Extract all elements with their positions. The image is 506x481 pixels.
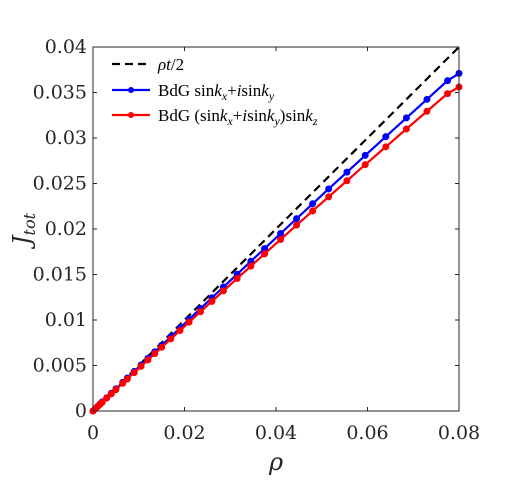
series-2-point [423, 107, 431, 115]
ticks-layer: 0 0.02 0.04 0.06 0.08 0 0.005 0.01 0.015 0.02 0.02… [33, 36, 481, 444]
legend-label-1: BdG sinkx+isinky [158, 81, 275, 103]
legend-label-part: z [312, 114, 318, 128]
series-2-point [98, 398, 106, 406]
series-1-point [361, 151, 369, 159]
y-tick-label: 0.015 [33, 264, 87, 286]
x-tick-label: 0.04 [255, 422, 297, 444]
legend-label-part: x [221, 89, 228, 103]
series-2-point [247, 262, 255, 270]
legend-label-part: x [226, 114, 233, 128]
series-1-point [444, 77, 452, 85]
series-2-point [208, 297, 216, 305]
series-1-point [309, 200, 317, 208]
legend-label-part: k [267, 106, 275, 125]
x-axis-label: ρ [268, 448, 283, 476]
legend-label-part: BdG sin [158, 81, 215, 100]
legend-label-part: )sin [280, 106, 306, 125]
series-1-point [382, 133, 390, 141]
series-2-point [402, 125, 410, 133]
y-tick-label: 0.01 [45, 309, 87, 331]
legend-label-part: y [273, 114, 280, 128]
series-2-point [293, 221, 301, 229]
series-2-point [107, 390, 115, 398]
series-2-point [103, 394, 111, 402]
series-2-point [261, 250, 269, 258]
series-2-point [112, 386, 120, 394]
legend-label-part: sin [247, 106, 267, 125]
legend-label-part: BdG (sin [158, 106, 220, 125]
legend-label-part: k [214, 81, 222, 100]
legend-label-0: ρt/2 [157, 55, 184, 74]
series-2-point [119, 379, 127, 387]
series-2-point [151, 350, 159, 358]
series-2-point [176, 327, 184, 335]
series-2-point [167, 335, 175, 343]
y-tick-label: 0.025 [33, 173, 87, 195]
series-2-point [158, 343, 166, 351]
series-2-point [144, 356, 152, 364]
legend-label-part: i [242, 106, 247, 125]
y-tick-label: 0.005 [33, 355, 87, 377]
series-1-point [343, 168, 351, 176]
series-1-point [293, 215, 301, 223]
y-tick-label: 0.02 [45, 218, 87, 240]
series-2-point [361, 161, 369, 169]
legend-label-part: t [166, 55, 172, 74]
series-2-point [197, 308, 205, 316]
series-1-point [402, 114, 410, 122]
legend-marker-2 [128, 112, 134, 118]
x-tick-label: 0.08 [438, 422, 480, 444]
y-tick-label: 0.03 [45, 127, 87, 149]
y-tick-label: 0 [75, 400, 87, 422]
series-2-point [277, 235, 285, 243]
series-1-point [325, 185, 333, 193]
series-2-point [185, 318, 193, 326]
x-tick-label: 0 [87, 422, 99, 444]
series-2-point [137, 362, 145, 370]
x-tick-label: 0.06 [346, 422, 388, 444]
y-tick-label: 0.04 [45, 36, 87, 58]
legend-label-part: + [227, 81, 237, 100]
legend-label-part: k [261, 81, 269, 100]
series-2-point [343, 177, 351, 185]
series-2-point [219, 287, 227, 295]
legend-label-part: + [233, 106, 243, 125]
series-2-point [233, 275, 241, 283]
legend-label-part: /2 [171, 55, 184, 74]
series-line-0 [92, 46, 460, 412]
legend-label-part: i [237, 81, 242, 100]
legend-label-2: BdG (sinkx+isinky)sinkz [158, 106, 318, 128]
y-tick-label: 0.035 [33, 82, 87, 104]
series-2-point [382, 143, 390, 151]
legend-label-part: k [220, 106, 228, 125]
series-1-point [423, 95, 431, 103]
series-2-point [123, 375, 131, 383]
legend-marker-1 [128, 87, 134, 93]
series-2-point [444, 90, 452, 98]
x-tick-label: 0.02 [163, 422, 205, 444]
series-2-point [325, 193, 333, 201]
series-1-point [277, 230, 285, 238]
legend-label-part: ρ [157, 55, 166, 74]
y-axis-label-sub: tot [20, 212, 39, 235]
series-2-point [309, 207, 317, 215]
series-2-point [130, 369, 138, 377]
legend-label-part: y [268, 89, 275, 103]
series-layer [89, 46, 463, 415]
legend-label-part: sin [241, 81, 261, 100]
legend-label-part: k [305, 106, 313, 125]
